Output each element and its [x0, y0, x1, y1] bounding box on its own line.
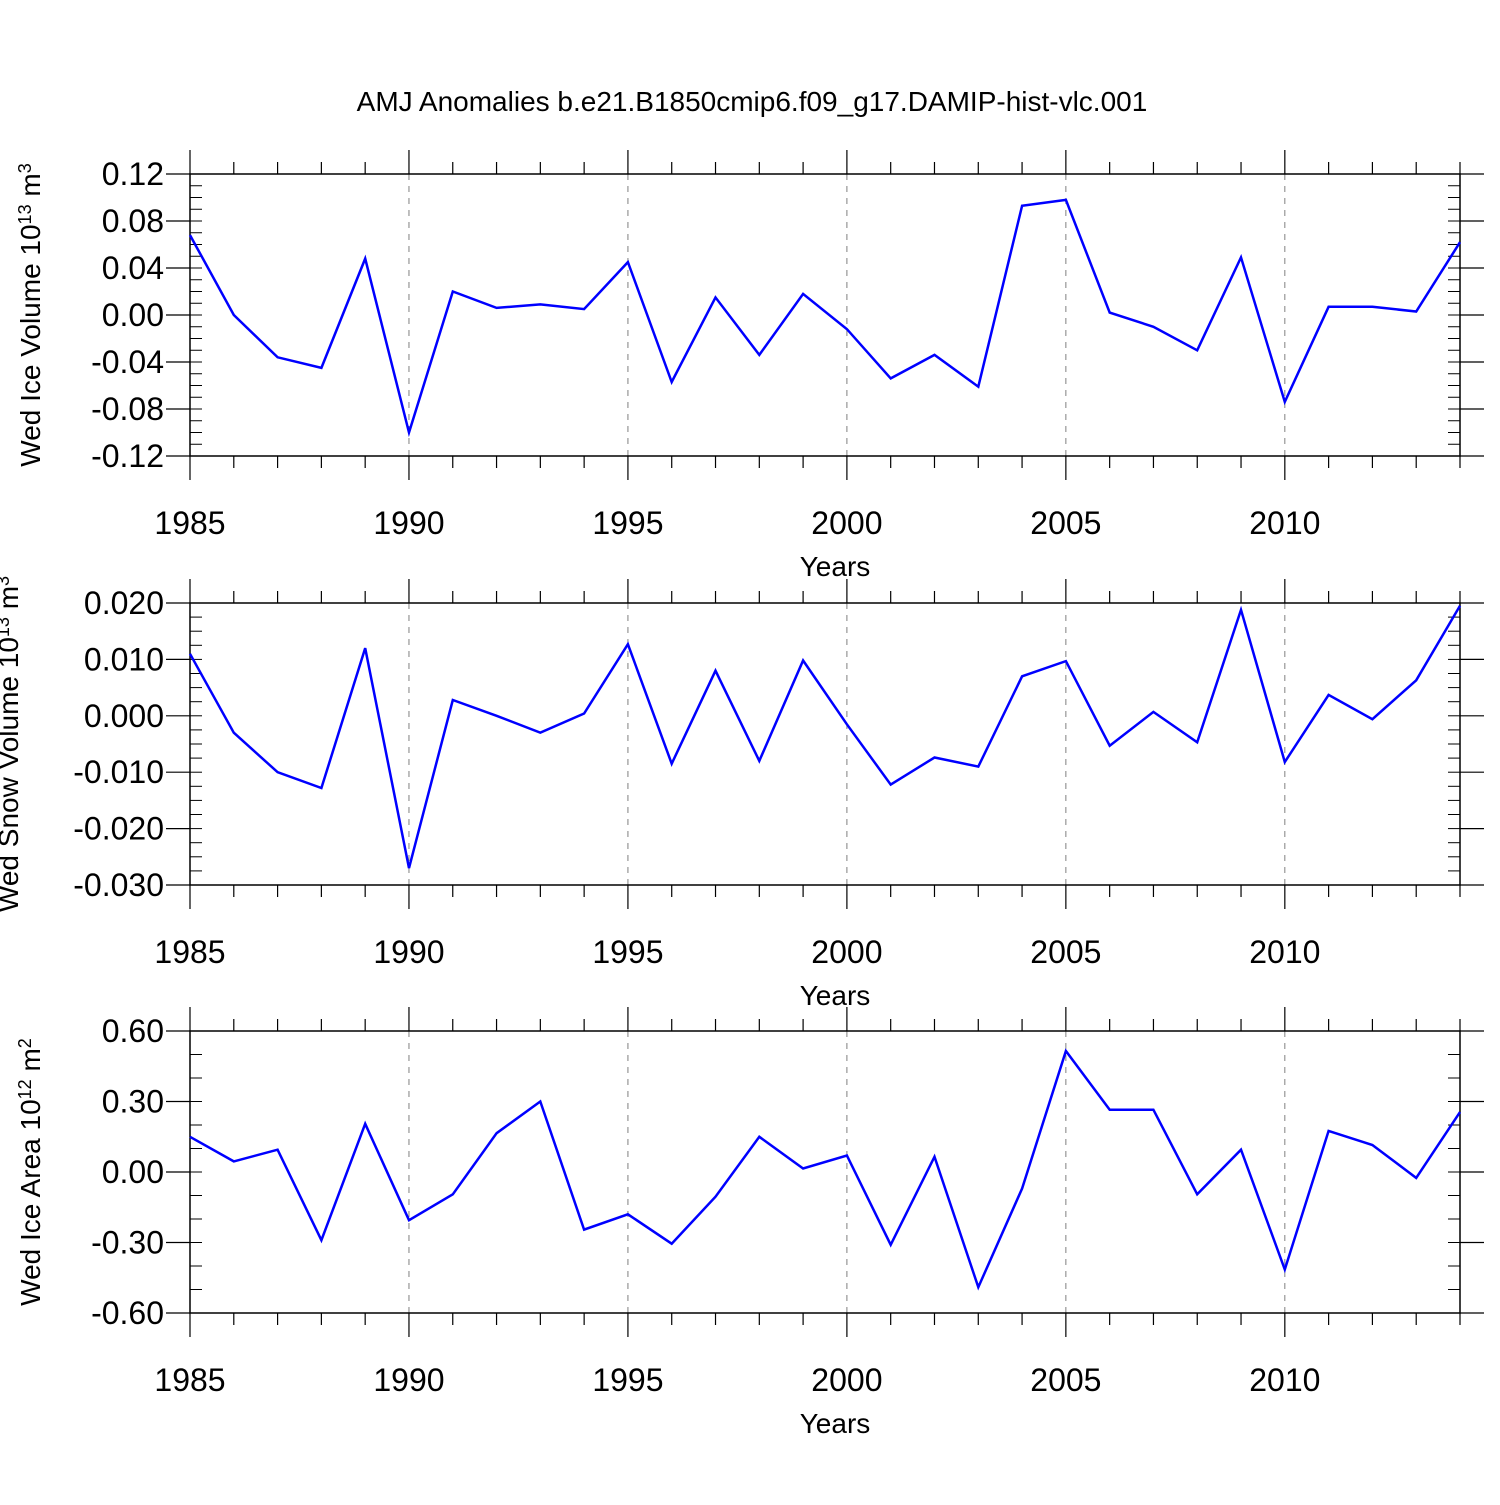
plot-frame — [189, 602, 1461, 886]
plot-frame — [189, 1030, 1461, 1314]
y-axis-label-superscript: 3 — [0, 576, 13, 586]
y-axis-label-superscript: 13 — [15, 204, 35, 224]
y-axis-label-text: Wed Ice Area 10 — [15, 1099, 46, 1306]
y-tick-label: 0.12 — [102, 156, 164, 192]
y-axis-label-text: Wed Ice Volume 10 — [15, 224, 46, 466]
data-line-wed-snow-volume — [188, 605, 1462, 869]
y-tick-label: 0.00 — [102, 1154, 164, 1190]
y-axis-label: Wed Ice Volume 1013 m3 — [15, 163, 46, 466]
x-tick-label: 2000 — [811, 1362, 882, 1398]
y-axis-label-text: Wed Snow Volume 10 — [0, 637, 24, 912]
y-tick-label: -0.60 — [91, 1295, 164, 1331]
x-tick-label: 1985 — [154, 505, 225, 541]
panel-1: -0.12 -0.08 -0.04 0.00 0.04 0.08 0.12 1985 1990 1… — [15, 150, 1484, 582]
y-tick-label: -0.020 — [73, 811, 164, 847]
y-axis-label-superscript: 2 — [15, 1038, 35, 1048]
y-tick-label: -0.08 — [91, 391, 164, 427]
x-tick-label: 1995 — [592, 1362, 663, 1398]
y-tick-label: 0.30 — [102, 1084, 164, 1120]
chart-title: AMJ Anomalies b.e21.B1850cmip6.f09_g17.D… — [357, 86, 1148, 117]
x-tick-label: 1990 — [373, 1362, 444, 1398]
y-tick-label: 0.00 — [102, 297, 164, 333]
y-axis-label-superscript: 12 — [15, 1079, 35, 1099]
y-axis-label-text: m — [0, 586, 24, 617]
data-line-wed-ice-area — [189, 1048, 1462, 1291]
x-tick-label: 2005 — [1030, 934, 1101, 970]
y-tick-label: 0.60 — [102, 1013, 164, 1049]
x-axis-label: Years — [800, 1408, 871, 1439]
y-axis-label-superscript: 13 — [0, 617, 13, 637]
x-tick-label: 1985 — [154, 934, 225, 970]
y-tick-label: 0.000 — [84, 698, 164, 734]
y-axis-label-text: m — [15, 173, 46, 204]
x-tick-label: 1985 — [154, 1362, 225, 1398]
panels: -0.12 -0.08 -0.04 0.00 0.04 0.08 0.12 1985 1990 1… — [0, 150, 1484, 1439]
x-tick-label: 1995 — [592, 934, 663, 970]
x-tick-label: 2010 — [1249, 934, 1320, 970]
x-tick-label: 1990 — [373, 505, 444, 541]
y-tick-label: -0.010 — [73, 754, 164, 790]
y-tick-label: 0.04 — [102, 250, 164, 286]
y-tick-label: 0.020 — [84, 585, 164, 621]
x-axis-label: Years — [800, 551, 871, 582]
panel-2: -0.030 -0.020 -0.010 0.000 0.010 0.020 1985 199… — [0, 576, 1484, 1011]
y-tick-label: -0.04 — [91, 344, 164, 380]
panel-3: -0.60 -0.30 0.00 0.30 0.60 1985 1990 1995 2000 20… — [15, 1007, 1484, 1439]
x-tick-label: 1990 — [373, 934, 444, 970]
x-tick-label: 2000 — [811, 505, 882, 541]
y-tick-label: -0.12 — [91, 438, 164, 474]
x-tick-label: 1995 — [592, 505, 663, 541]
y-tick-label: 0.08 — [102, 203, 164, 239]
plot-frame — [189, 173, 1461, 457]
y-axis-label: Wed Ice Area 1012 m2 — [15, 1038, 46, 1306]
y-axis-label-text: m — [15, 1048, 46, 1079]
x-tick-label: 2005 — [1030, 1362, 1101, 1398]
data-line-wed-ice-volume — [188, 198, 1462, 438]
x-tick-label: 2010 — [1249, 505, 1320, 541]
x-tick-label: 2000 — [811, 934, 882, 970]
x-axis-label: Years — [800, 980, 871, 1011]
y-tick-label: -0.30 — [91, 1225, 164, 1261]
y-tick-label: 0.010 — [84, 641, 164, 677]
y-axis-label-superscript: 3 — [15, 163, 35, 173]
y-axis-label: Wed Snow Volume 1013 m3 — [0, 576, 24, 912]
y-tick-label: -0.030 — [73, 867, 164, 903]
x-tick-label: 2005 — [1030, 505, 1101, 541]
x-tick-label: 2010 — [1249, 1362, 1320, 1398]
